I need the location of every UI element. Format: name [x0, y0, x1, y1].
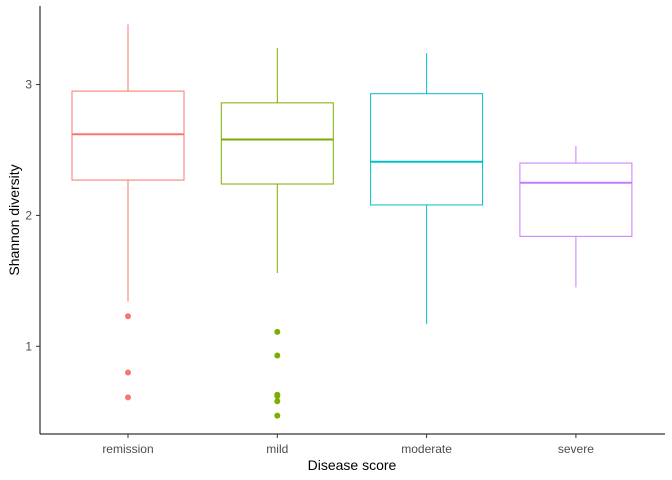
outlier-point — [125, 394, 131, 401]
y-tick-label: 3 — [25, 78, 32, 92]
outlier-point — [274, 398, 281, 405]
box-remission — [71, 24, 185, 401]
x-tick-label-moderate: moderate — [401, 442, 452, 456]
iqr-box — [71, 90, 185, 181]
x-tick-label-remission: remission — [102, 442, 153, 456]
iqr-box — [519, 162, 633, 237]
x-tick-label-mild: mild — [266, 442, 288, 456]
y-tick-label: 1 — [25, 339, 32, 353]
x-axis-title: Disease score — [308, 457, 397, 473]
box-moderate — [370, 53, 484, 325]
outlier-point — [274, 328, 281, 335]
y-axis-title: Shannon diversity — [6, 164, 22, 275]
x-tick-label-severe: severe — [558, 442, 594, 456]
outlier-point — [274, 352, 281, 359]
y-tick-label: 2 — [25, 208, 32, 222]
box-severe — [519, 146, 633, 288]
iqr-box — [220, 102, 334, 185]
plot-area — [71, 24, 633, 419]
outlier-point — [125, 369, 131, 376]
outlier-point — [274, 393, 281, 400]
x-axis-ticks: remission mild moderate severe — [102, 434, 594, 456]
outlier-point — [125, 313, 131, 320]
box-mild — [220, 47, 334, 419]
outlier-point — [274, 412, 281, 419]
iqr-box — [370, 93, 484, 206]
y-axis-ticks: 1 2 3 — [25, 78, 40, 353]
